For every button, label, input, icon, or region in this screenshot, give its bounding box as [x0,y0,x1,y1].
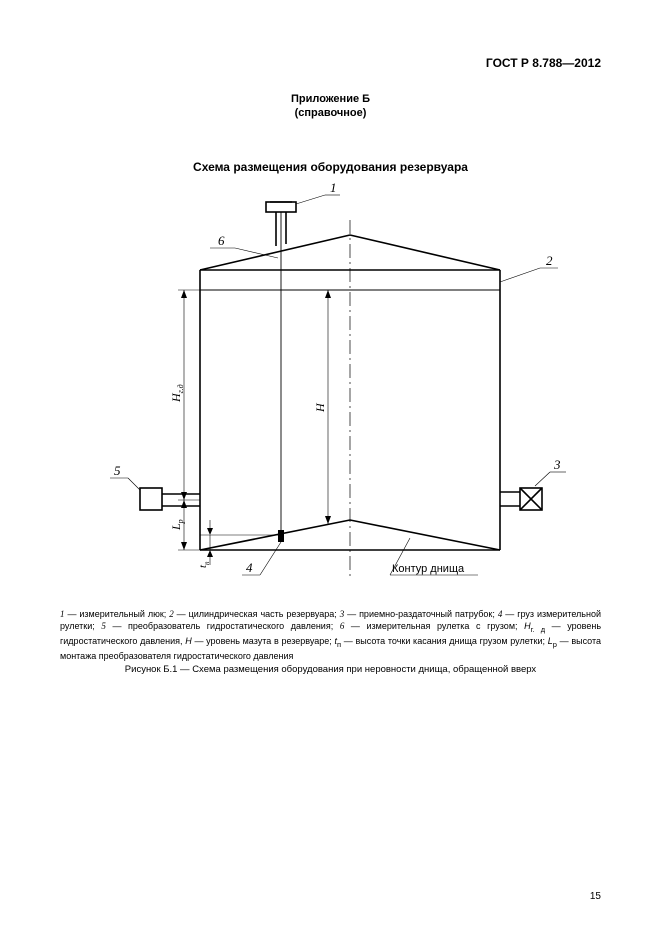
callout-3: 3 [553,457,561,472]
sensor-box [140,488,162,510]
callout2-leader [500,268,540,282]
dim-tn-arr-t [207,528,213,535]
dim-Lp-arr-t [181,500,187,508]
callout4-leader [260,542,281,575]
figure-caption: Рисунок Б.1 — Схема размещения оборудова… [0,664,661,675]
bottom-right [350,520,500,550]
callout3-leader [535,472,550,486]
label-Hgd: Hг.д [169,384,185,403]
tank-diagram-svg: 1 6 2 3 [80,180,580,600]
standard-id: ГОСТ Р 8.788—2012 [486,56,601,70]
appendix-type: (справочное) [295,107,367,119]
dim-H-arr-t [325,290,331,298]
dim-Hgd-arr-t [181,290,187,298]
section-title: Схема размещения оборудования резервуара [0,160,661,174]
callout-4: 4 [246,560,253,575]
page-root: ГОСТ Р 8.788—2012 Приложение Б (справочн… [0,0,661,936]
label-tn: tп [197,561,211,568]
appendix-heading: Приложение Б (справочное) [0,92,661,121]
callout-6: 6 [218,233,225,248]
appendix-label: Приложение Б [291,93,370,105]
page-number: 15 [590,891,601,902]
label-H: H [313,402,327,413]
figure: 1 6 2 3 [80,180,580,600]
tape-weight [278,530,284,542]
dim-H-arr-b [325,516,331,524]
callout5-leader [128,478,140,490]
callout-1: 1 [330,180,337,195]
dim-Hgd-arr-b [181,492,187,500]
dim-tn-arr-b [207,550,213,557]
dim-Lp-arr-b [181,542,187,550]
contour-label: Контур днища [392,563,465,575]
roof-right [350,235,500,270]
label-Lp: Lp [169,519,185,531]
figure-legend: 1 — измерительный люк; 2 — цилиндрическа… [60,608,601,662]
hatch-flange [266,202,296,212]
callout1-leader [296,195,325,204]
callout-5: 5 [114,463,121,478]
callout-2: 2 [546,253,553,268]
